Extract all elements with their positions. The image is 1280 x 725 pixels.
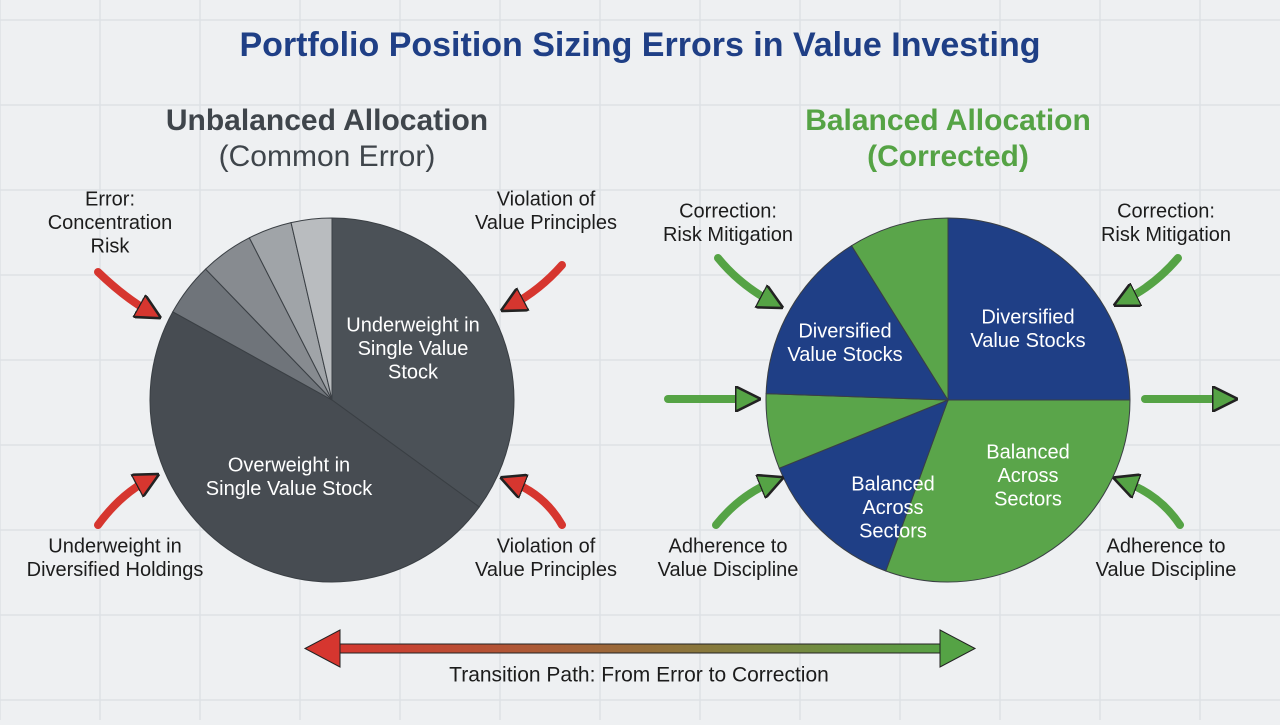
pie-slice [947,217,1131,401]
panel-subtitle: (Common Error) [219,140,436,173]
arrow [712,482,772,529]
slice-label: Value Stocks [970,330,1085,352]
callout-label: Violation of [497,188,596,210]
pie-slice [331,217,515,508]
slice-label: Sectors [994,488,1062,510]
callout-label: Risk Mitigation [1101,224,1231,246]
callout-label: Value Discipline [1096,559,1237,581]
slice-label: Sectors [859,520,927,542]
callout-label: Error: [85,188,135,210]
panel-subtitle: (Corrected) [867,140,1029,173]
callout-label: Adherence to [1107,535,1226,557]
arrow [512,482,566,529]
callout-label: Concentration [48,212,173,234]
arrow [714,254,772,302]
slice-label: Stock [388,361,439,383]
callout-label: Risk [91,235,131,257]
callout-label: Value Discipline [658,559,799,581]
slice-label: Value Stocks [787,344,902,366]
slice-label: Single Value Stock [206,478,373,500]
arrows [94,254,1225,529]
slice-label: Balanced [986,441,1069,463]
transition-arrow [303,629,977,668]
title: Portfolio Position Sizing Errors in Valu… [240,26,1041,64]
callout-label: Risk Mitigation [663,224,793,246]
callout-label: Value Principles [475,212,617,234]
pie-slice [765,244,949,401]
pie-slice [290,217,333,401]
slice-label: Across [862,497,923,519]
callout-label: Diversified Holdings [27,559,204,581]
slice-label: Diversified [981,306,1074,328]
arrow [94,268,150,312]
panel-title: Balanced Allocation [805,104,1091,137]
pies [149,217,1131,583]
slice-label: Single Value [358,338,469,360]
pie-slice [885,399,1131,583]
slice-label: Balanced [851,473,934,495]
arrow [94,480,148,529]
slice-label: Across [997,465,1058,487]
arrow [1125,254,1182,300]
pie-slice [149,311,480,583]
pie-slice [850,217,949,402]
callout-label: Violation of [497,535,596,557]
slice-label: Underweight in [346,314,479,336]
panel-title: Unbalanced Allocation [166,104,488,137]
arrow [512,261,566,305]
callout-label: Value Principles [475,559,617,581]
arrow [1125,482,1184,529]
callout-label: Adherence to [669,535,788,557]
slice-label: Overweight in [228,454,350,476]
callout-label: Correction: [679,200,777,222]
slice-label: Diversified [798,320,891,342]
callout-label: Correction: [1117,200,1215,222]
transition-label: Transition Path: From Error to Correctio… [449,664,829,687]
callout-label: Underweight in [48,535,181,557]
